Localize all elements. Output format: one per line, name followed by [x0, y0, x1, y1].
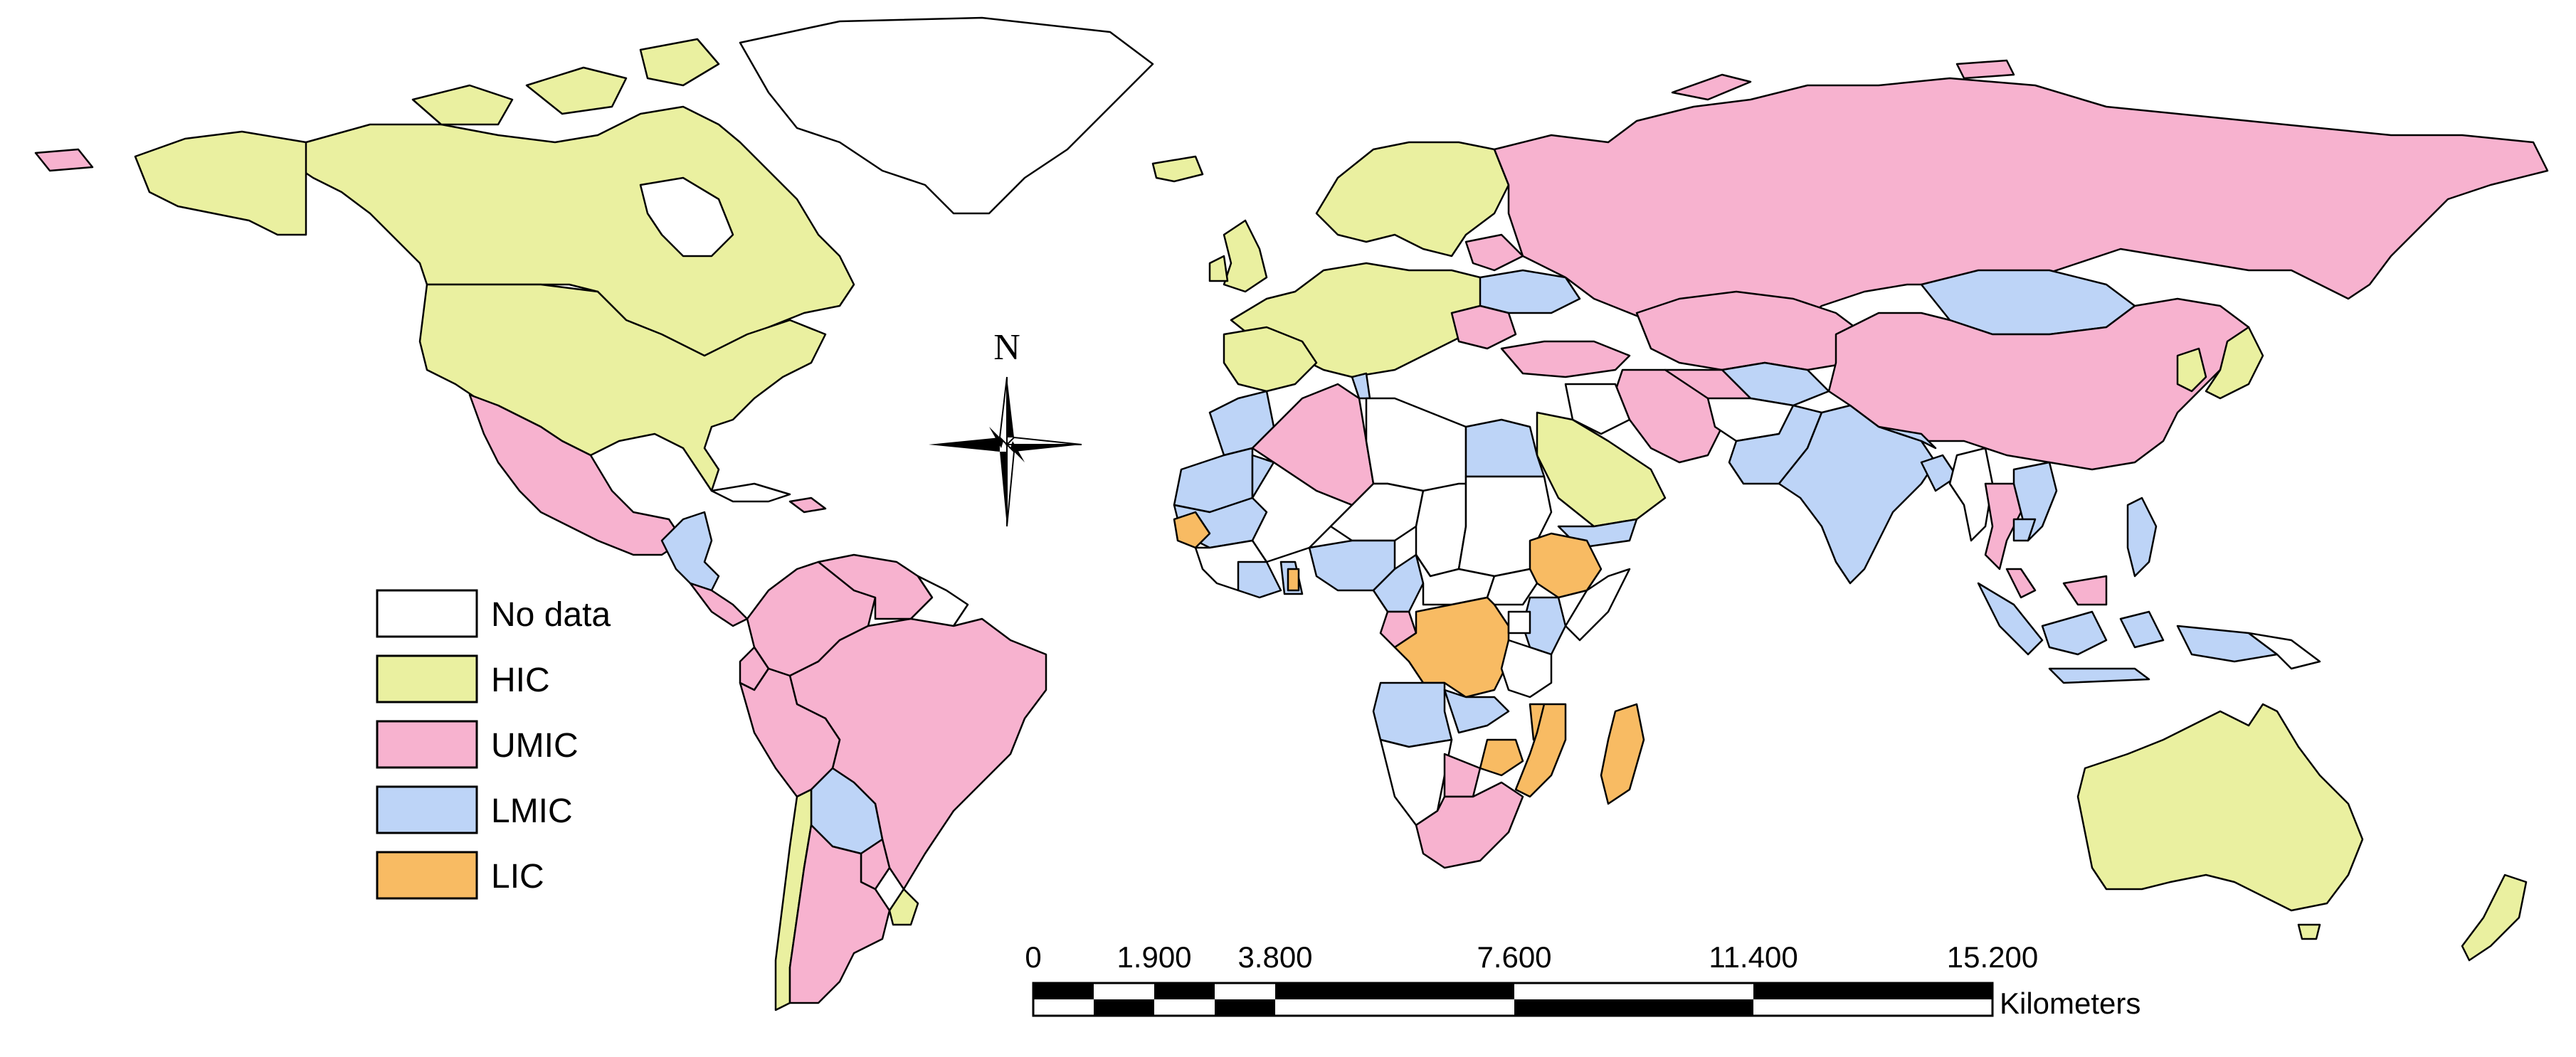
country-zimbabwe	[1479, 738, 1524, 777]
scale-tick-4: 11.400	[1709, 940, 1798, 974]
country-malaysia	[2005, 568, 2108, 606]
scale-tick-1: 1.900	[1117, 940, 1191, 974]
country-ireland	[1208, 255, 1229, 282]
country-belarus	[1464, 233, 1524, 272]
country-greenland	[739, 16, 1154, 215]
country-mozambique	[1514, 703, 1567, 798]
country-iberia	[1223, 326, 1318, 393]
north-arrow-label: N	[993, 327, 1020, 368]
country-cuba	[710, 482, 791, 503]
country-drc	[1393, 596, 1510, 699]
country-tasmania	[2297, 923, 2321, 940]
scale-bar-segments	[1033, 983, 1992, 1016]
country-japan	[2205, 326, 2264, 400]
country-angola	[1372, 681, 1453, 748]
country-korea	[2176, 347, 2207, 393]
scale-tick-5: 15.200	[1947, 940, 2038, 974]
scale-tick-2: 3.800	[1237, 940, 1312, 974]
legend-swatch-lmic	[376, 785, 478, 834]
country-philippines	[2126, 496, 2158, 578]
country-tanzania	[1500, 639, 1553, 699]
country-turkey	[1500, 340, 1631, 378]
country-botswana	[1443, 753, 1482, 798]
legend-item-lmic: LMIC	[376, 785, 573, 834]
legend-swatch-hic	[376, 654, 478, 703]
country-madagascar	[1600, 703, 1645, 805]
legend-swatch-umic	[376, 720, 478, 769]
scale-bar: 0 1.900 3.800 7.600 11.400 15.200 Kilome…	[1025, 940, 2140, 1020]
legend-item-umic: UMIC	[376, 720, 579, 769]
country-australia	[2076, 703, 2364, 912]
country-canada-arctic	[411, 38, 720, 126]
scale-tick-3: 7.600	[1477, 940, 1551, 974]
country-central-america	[660, 511, 720, 592]
legend-swatch-lic	[376, 851, 478, 900]
scale-tick-0: 0	[1025, 940, 1041, 974]
country-peru	[739, 667, 841, 798]
country-indonesia	[1977, 582, 2279, 684]
country-russia-east-tip	[34, 148, 94, 172]
country-russia-islands	[1671, 59, 2015, 101]
legend-item-lic: LIC	[376, 851, 544, 900]
country-mali	[1251, 461, 1353, 563]
legend-swatch-no-data	[376, 589, 478, 638]
country-alaska	[134, 130, 307, 236]
country-balkans	[1450, 304, 1517, 350]
country-uk	[1223, 219, 1268, 293]
country-liberia	[1287, 568, 1300, 592]
country-uganda	[1507, 610, 1531, 634]
country-south-africa	[1415, 781, 1524, 869]
country-zambia	[1443, 689, 1510, 734]
country-saudi-arabia	[1536, 411, 1667, 528]
legend-label-lmic: LMIC	[491, 792, 573, 830]
country-cote-divoire	[1237, 561, 1282, 599]
legend: No data HIC UMIC LMIC LIC	[376, 589, 611, 900]
country-new-zealand	[2461, 873, 2528, 962]
legend-item-hic: HIC	[376, 654, 550, 703]
country-uruguay	[888, 888, 919, 926]
country-scandinavia	[1315, 141, 1510, 257]
country-cambodia	[2012, 518, 2037, 542]
north-arrow: N	[929, 327, 1082, 527]
country-libya	[1365, 397, 1467, 492]
legend-label-lic: LIC	[491, 858, 544, 896]
country-iceland	[1151, 155, 1204, 183]
country-hudson-bay	[639, 176, 734, 257]
country-chad	[1415, 482, 1467, 578]
countries-layer	[34, 16, 2549, 1011]
country-senegal	[1173, 511, 1211, 549]
country-png	[2247, 632, 2321, 670]
legend-item-no-data: No data	[376, 589, 611, 638]
country-canada	[290, 105, 855, 386]
country-caribbean	[788, 496, 827, 514]
legend-label-hic: HIC	[491, 662, 550, 699]
country-myanmar	[1948, 447, 1994, 542]
country-argentina	[788, 824, 891, 1004]
country-central-america-south	[689, 582, 749, 627]
legend-label-no-data: No data	[491, 596, 611, 634]
country-india	[1778, 404, 1937, 585]
legend-label-umic: UMIC	[491, 727, 579, 765]
country-iraq	[1564, 383, 1631, 435]
country-nepal	[1877, 425, 1937, 450]
country-egypt	[1464, 418, 1546, 478]
scale-unit-label: Kilometers	[2000, 987, 2140, 1020]
